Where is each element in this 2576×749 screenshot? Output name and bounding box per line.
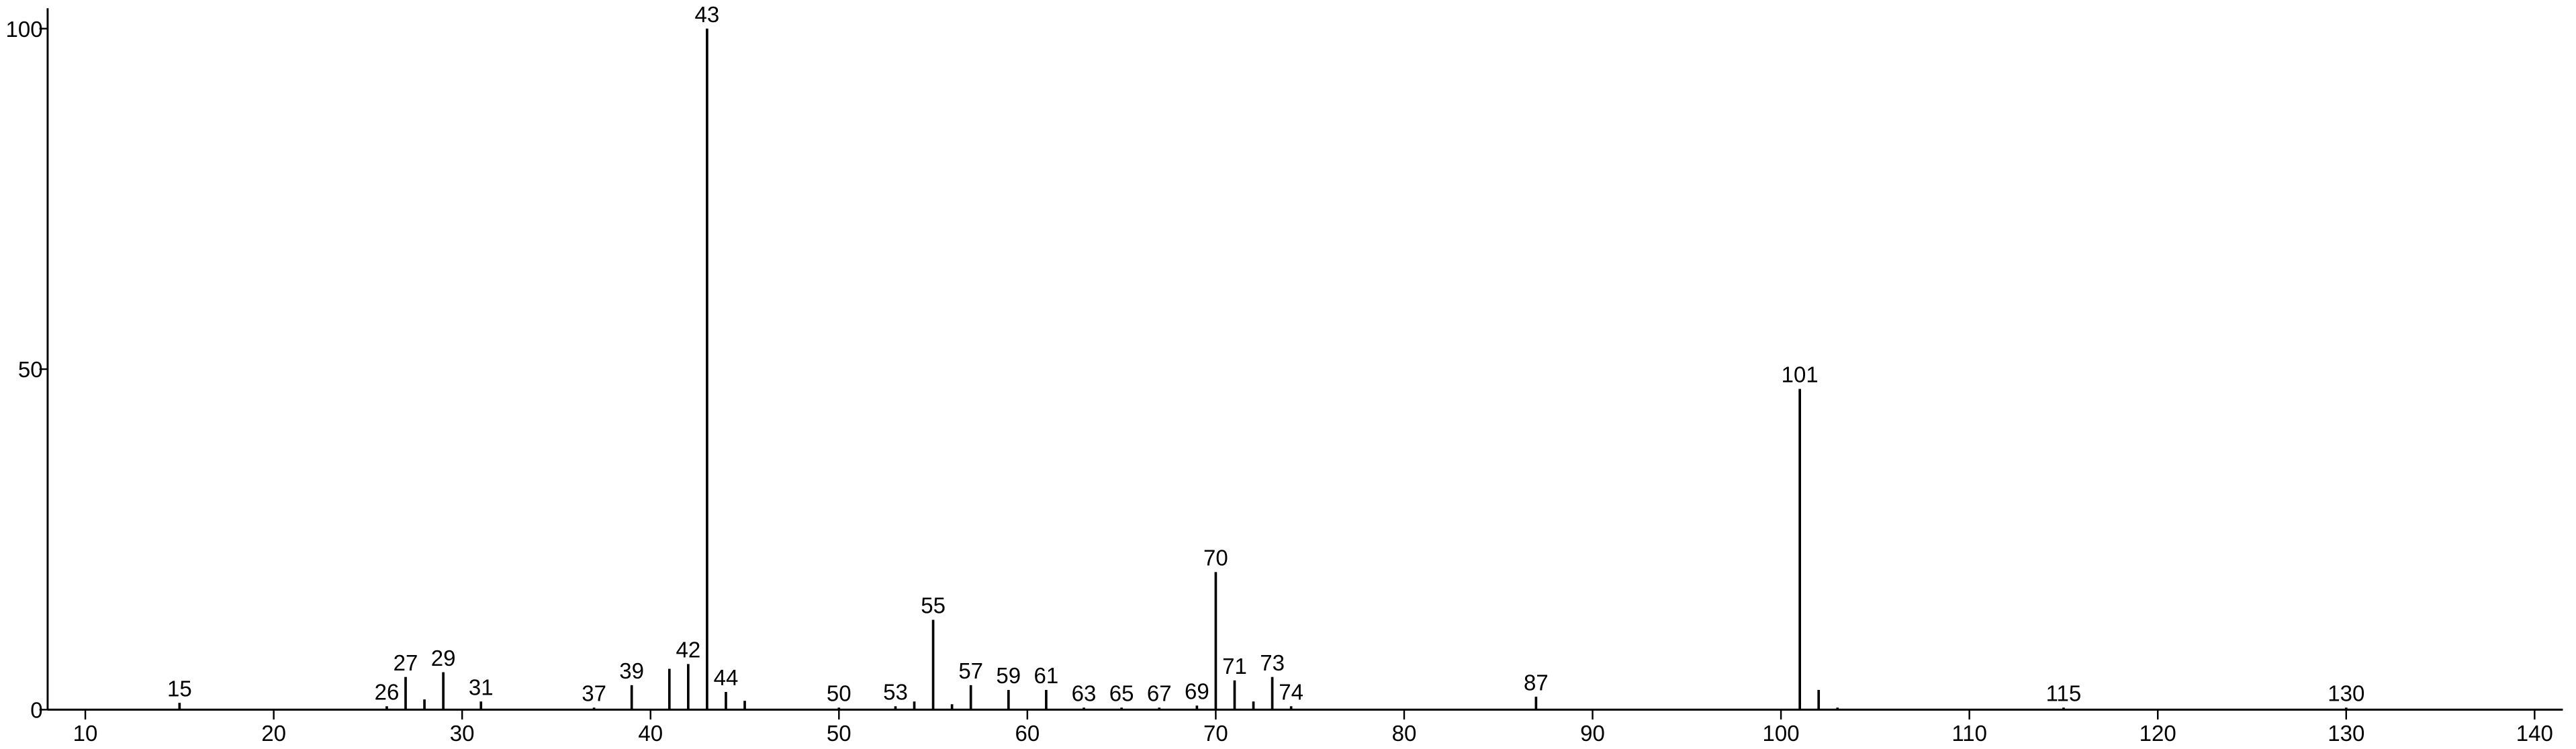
peak-label: 29	[431, 646, 456, 670]
x-tick-label: 30	[450, 721, 475, 746]
x-tick-label: 10	[73, 721, 98, 746]
x-tick-label: 20	[261, 721, 286, 746]
x-tick-label: 100	[1763, 721, 1800, 746]
peak-label: 15	[167, 677, 192, 701]
x-tick-label: 120	[2140, 721, 2176, 746]
y-tick-label: 50	[18, 357, 43, 382]
peak-label: 57	[958, 658, 983, 683]
x-tick-label: 130	[2328, 721, 2364, 746]
peak-label: 87	[1524, 670, 1549, 695]
x-tick-label: 60	[1015, 721, 1040, 746]
peak-label: 70	[1203, 546, 1228, 570]
peak-label: 59	[996, 663, 1021, 688]
peak-label: 55	[921, 593, 946, 618]
peak-label: 74	[1279, 680, 1303, 705]
peak-label: 43	[695, 2, 720, 27]
x-tick-label: 50	[827, 721, 852, 746]
y-tick-label: 0	[30, 698, 42, 723]
peak-label: 63	[1072, 681, 1097, 706]
peak-label: 115	[2046, 681, 2082, 706]
peak-label: 71	[1222, 654, 1247, 679]
peak-label: 101	[1782, 362, 1819, 387]
peak-label: 65	[1109, 681, 1134, 706]
x-tick-label: 90	[1580, 721, 1605, 746]
peak-label: 26	[375, 680, 400, 705]
peak-label: 53	[883, 680, 908, 705]
x-tick-label: 140	[2516, 721, 2553, 746]
peak-label: 73	[1260, 650, 1285, 675]
peak-label: 50	[827, 681, 852, 706]
peak-label: 69	[1185, 679, 1209, 704]
y-tick-label: 100	[6, 17, 43, 42]
x-tick-label: 110	[1951, 721, 1987, 746]
peak-label: 44	[714, 665, 739, 690]
peak-label: 27	[394, 650, 418, 675]
x-tick-label: 70	[1203, 721, 1228, 746]
peak-label: 67	[1147, 681, 1172, 706]
peak-label: 130	[2328, 681, 2364, 706]
peak-label: 61	[1034, 663, 1059, 688]
x-tick-label: 80	[1392, 721, 1417, 746]
x-tick-label: 40	[638, 721, 663, 746]
peak-label: 39	[619, 658, 644, 683]
peak-label: 37	[582, 681, 606, 706]
peak-label: 31	[469, 675, 494, 699]
peak-label: 42	[676, 638, 700, 662]
